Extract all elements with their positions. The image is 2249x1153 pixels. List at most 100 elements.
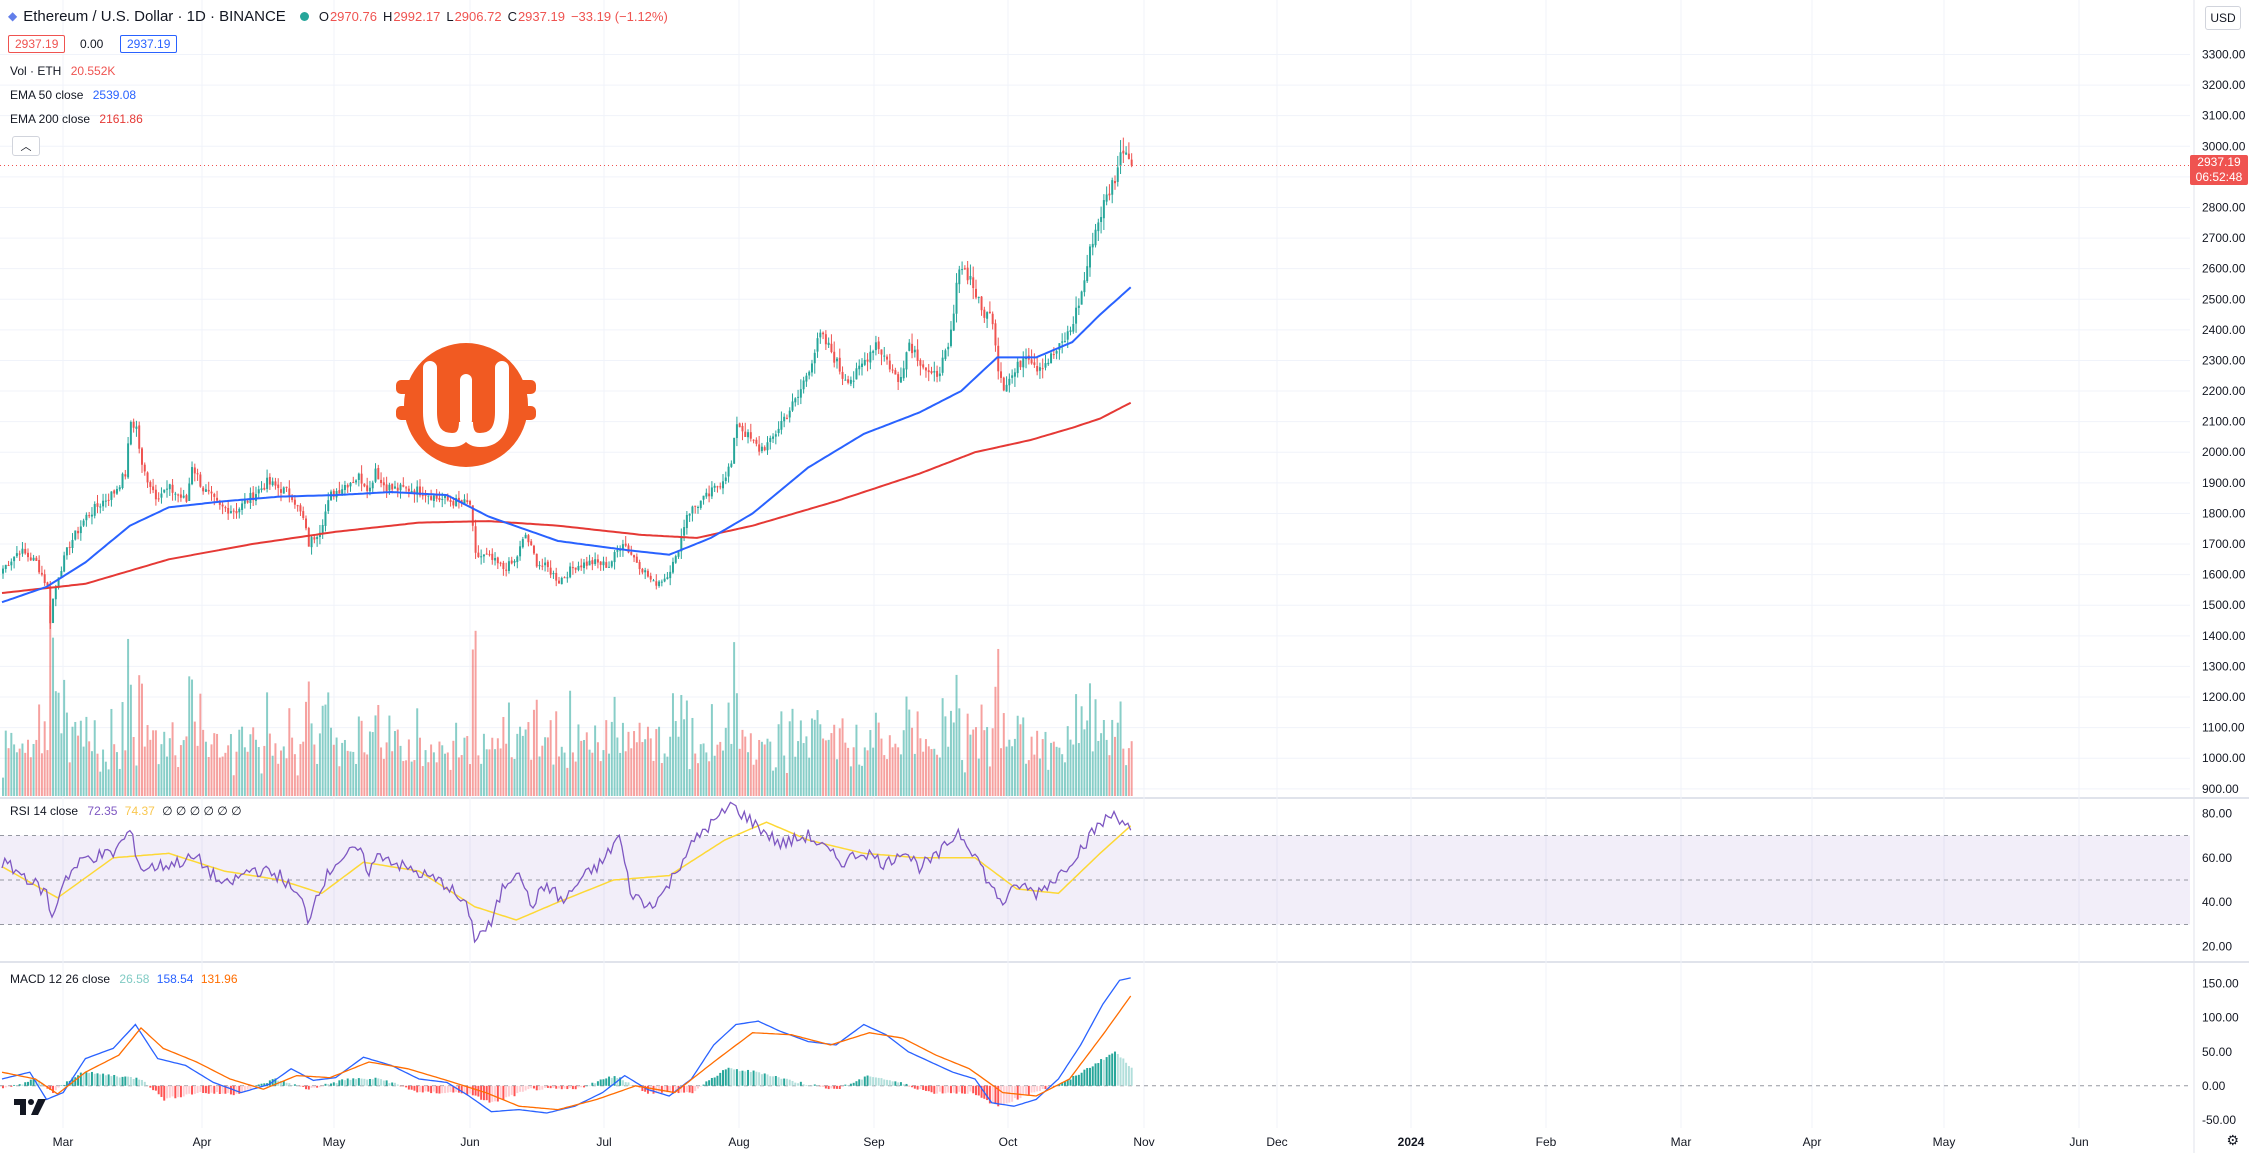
- macd-histogram-bar: [129, 1076, 132, 1086]
- collapse-legend-button[interactable]: ︿: [12, 136, 40, 156]
- time-tick-label: Nov: [1133, 1135, 1154, 1149]
- symbol-legend: ◆ Ethereum / U.S. Dollar · 1D · BINANCE …: [8, 6, 674, 26]
- macd-histogram-bar: [641, 1085, 644, 1091]
- volume-bar: [975, 727, 977, 796]
- candle: [168, 484, 171, 490]
- candle: [110, 491, 113, 500]
- macd-histogram-bar: [527, 1085, 530, 1090]
- candle: [877, 341, 880, 350]
- candle: [2, 568, 4, 574]
- macd-histogram-bar: [444, 1085, 446, 1094]
- macd-histogram-bar: [393, 1082, 396, 1086]
- currency-selector[interactable]: USD: [2205, 6, 2241, 30]
- volume-bar: [29, 757, 32, 796]
- macd-histogram-bar: [238, 1085, 241, 1094]
- macd-histogram-bar: [927, 1085, 930, 1092]
- volume-legend[interactable]: Vol · ETH 20.552K: [10, 64, 115, 78]
- macd-histogram-bar: [521, 1085, 524, 1092]
- volume-bar: [57, 692, 60, 796]
- macd-histogram-bar: [955, 1085, 958, 1094]
- candle: [60, 571, 63, 578]
- volume-bar: [199, 693, 202, 796]
- volume-bar: [18, 748, 21, 796]
- candle: [927, 370, 930, 373]
- candle: [1094, 229, 1097, 246]
- macd-histogram-bar: [224, 1085, 227, 1094]
- candle: [1050, 353, 1053, 364]
- volume-bar: [610, 721, 613, 796]
- volume-bar: [185, 736, 188, 796]
- candle: [160, 493, 163, 498]
- macd-histogram-bar: [674, 1085, 677, 1092]
- volume-bar: [32, 743, 35, 796]
- volume-bar: [730, 743, 733, 796]
- macd-histogram-bar: [813, 1084, 816, 1086]
- macd-histogram-bar: [705, 1081, 708, 1086]
- volume-bar: [213, 733, 216, 796]
- volume-bar: [936, 754, 939, 796]
- candle: [874, 342, 877, 351]
- volume-bar: [1061, 754, 1064, 796]
- candle: [594, 559, 597, 565]
- volume-bar: [1114, 736, 1116, 796]
- candle: [171, 484, 174, 493]
- candle: [685, 514, 688, 529]
- candle: [777, 428, 780, 434]
- candle: [969, 275, 972, 280]
- candle: [549, 567, 552, 575]
- volume-bar: [1111, 719, 1114, 796]
- volume-bar: [246, 751, 249, 796]
- macd-histogram-bar: [880, 1078, 883, 1086]
- macd-histogram-bar: [991, 1085, 994, 1103]
- volume-bar: [121, 702, 124, 796]
- macd-histogram-bar: [933, 1085, 936, 1094]
- sell-button[interactable]: 2937.19: [8, 35, 66, 53]
- volume-bar: [104, 761, 107, 796]
- candle: [263, 487, 266, 490]
- buy-button[interactable]: 2937.19: [120, 35, 178, 53]
- time-tick-label: Apr: [193, 1135, 212, 1149]
- macd-histogram-bar: [555, 1085, 558, 1089]
- volume-bar: [107, 769, 110, 796]
- sell-price-box[interactable]: 2937.19: [8, 34, 66, 54]
- time-tick-label: Jun: [460, 1135, 479, 1149]
- macd-histogram-bar: [947, 1085, 950, 1093]
- volume-bar: [794, 756, 797, 796]
- price-tick-label: 2500.00: [2202, 292, 2246, 306]
- macd-histogram-bar: [318, 1085, 321, 1088]
- volume-bar: [788, 721, 791, 796]
- candle: [741, 425, 744, 432]
- candle: [805, 375, 808, 382]
- candle: [349, 482, 352, 487]
- volume-bar: [527, 722, 530, 796]
- volume-bar: [760, 741, 763, 796]
- symbol-title[interactable]: Ethereum / U.S. Dollar · 1D · BINANCE: [23, 7, 286, 25]
- volume-bar: [671, 693, 674, 796]
- candle: [1022, 358, 1025, 368]
- volume-bar: [407, 739, 410, 796]
- volume-bar: [49, 606, 52, 796]
- gear-icon[interactable]: ⚙: [2226, 1132, 2239, 1148]
- candle: [4, 564, 7, 569]
- volume-bar: [869, 730, 872, 796]
- volume-bar: [1119, 701, 1122, 796]
- macd-histogram-bar: [480, 1085, 483, 1100]
- candle: [972, 277, 975, 289]
- ema50-legend[interactable]: EMA 50 close 2539.08: [10, 88, 136, 102]
- macd-histogram-bar: [60, 1085, 63, 1086]
- macd-histogram-bar: [1105, 1057, 1108, 1086]
- ema200-legend[interactable]: EMA 200 close 2161.86: [10, 112, 143, 126]
- candle: [852, 380, 855, 382]
- candle: [38, 560, 41, 573]
- volume-bar: [1102, 720, 1105, 796]
- macd-histogram-bar: [469, 1085, 472, 1094]
- candle: [588, 560, 591, 566]
- volume-bar: [196, 745, 199, 796]
- open-label: O: [318, 8, 329, 24]
- macd-legend[interactable]: MACD 12 26 close 26.58 158.54 131.96: [10, 972, 238, 986]
- candle: [405, 487, 408, 489]
- rsi-legend[interactable]: RSI 14 close 72.35 74.37 ∅ ∅ ∅ ∅ ∅ ∅: [10, 804, 242, 818]
- buy-price-box[interactable]: 2937.19: [120, 34, 178, 54]
- tradingview-logo-icon[interactable]: [12, 1095, 48, 1119]
